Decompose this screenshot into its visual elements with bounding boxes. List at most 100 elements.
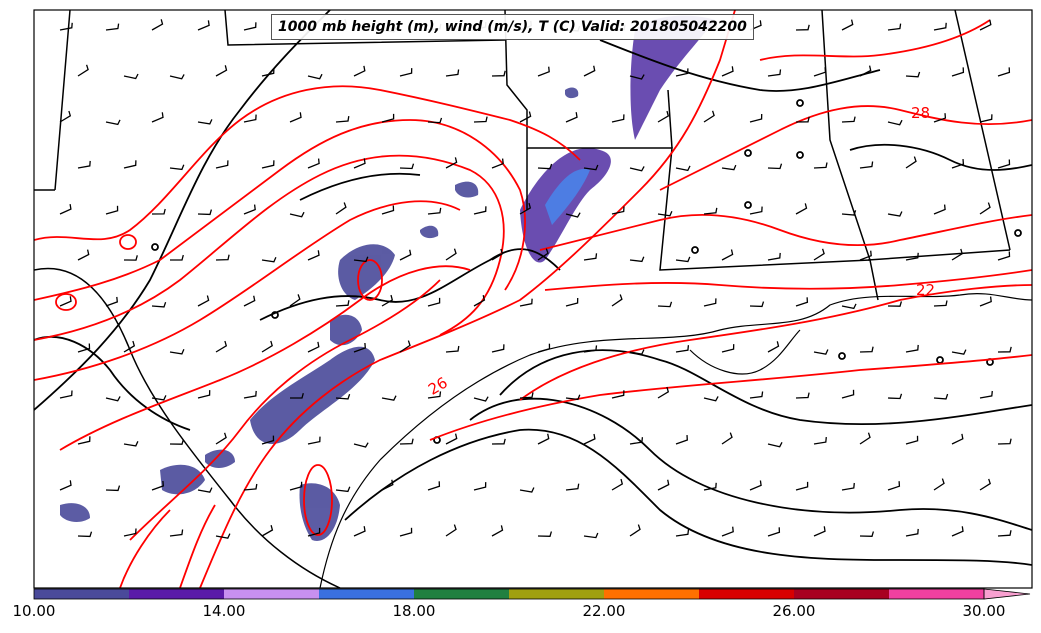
wind-barb (841, 482, 855, 491)
wind-barb (795, 24, 810, 31)
wind-barb (261, 525, 274, 537)
wind-barb (629, 524, 641, 537)
colorbar-outline (33, 588, 985, 600)
wind-barb (795, 203, 808, 215)
wind-barb (445, 157, 458, 169)
wind-barb (537, 248, 549, 261)
wind-barb (767, 527, 781, 537)
wind-barb (749, 391, 764, 399)
wind-barb (657, 479, 670, 491)
wind-barb (813, 526, 826, 537)
wind-barb (905, 528, 919, 537)
colorbar-segment (699, 589, 794, 599)
wind-barb (703, 396, 719, 402)
wind-barb (795, 392, 810, 399)
wind-barb (77, 249, 90, 261)
wind-barb (473, 116, 488, 123)
wind-barb (381, 113, 395, 123)
wind-barb (951, 349, 967, 355)
wind-barb (123, 340, 136, 353)
wind-barb (767, 252, 781, 261)
wind-barb (979, 19, 992, 31)
map-frame (33, 9, 1033, 589)
wind-barb (123, 528, 137, 537)
wind-barb (427, 297, 441, 307)
wind-barb (887, 393, 903, 400)
colorbar-label: 18.00 (392, 602, 436, 620)
wind-barb (565, 212, 581, 218)
wind-barb (105, 23, 120, 31)
wind-barb (537, 531, 553, 537)
wind-barb (243, 390, 257, 399)
wind-barb (657, 386, 670, 399)
wind-barb (859, 161, 874, 169)
wind-barb (859, 531, 875, 537)
wind-barb (215, 254, 230, 261)
wind-barb (675, 68, 689, 77)
wind-barb (905, 71, 921, 78)
wind-barb (565, 297, 579, 307)
wind-barb (473, 396, 489, 402)
wind-barb (151, 208, 166, 215)
wind-barb (859, 65, 872, 77)
wind-barb (767, 441, 783, 448)
wind-barb (491, 158, 504, 169)
wind-barb (335, 300, 350, 307)
wind-barbs (59, 18, 1012, 539)
wind-barb (445, 248, 457, 261)
wind-barb (381, 395, 397, 401)
wind-barb (243, 204, 256, 215)
wind-barb (169, 349, 185, 355)
precip-shading (60, 15, 715, 541)
wind-barb (215, 65, 228, 77)
wind-barb (997, 530, 1012, 537)
wind-barb (979, 390, 993, 399)
wind-barb (749, 113, 763, 123)
colorbar-segment (319, 589, 414, 599)
height-contours (34, 10, 1032, 566)
wind-barb (997, 251, 1011, 261)
wind-barb (445, 69, 460, 77)
wind-barb (519, 298, 533, 307)
wind-barb (933, 300, 948, 307)
wind-barb (105, 119, 121, 126)
wind-barb (491, 344, 505, 353)
wind-barb (427, 117, 443, 124)
wind-barb (887, 481, 901, 491)
wind-barb (261, 256, 277, 263)
wind-barb (399, 68, 413, 77)
wind-barb (859, 432, 871, 445)
wind-barb (445, 433, 458, 445)
wind-barb (979, 296, 992, 307)
wind-barb (675, 165, 691, 172)
wind-barb (353, 158, 366, 169)
wind-barb (427, 481, 441, 491)
wind-barb (59, 390, 73, 399)
wind-barb (583, 65, 596, 77)
wind-barb (537, 163, 553, 170)
wind-barb (721, 432, 733, 445)
wind-barb (537, 433, 550, 445)
wind-barb (583, 345, 598, 353)
map-title: 1000 mb height (m), wind (m/s), T (C) Va… (271, 14, 754, 40)
wind-barb (353, 526, 366, 537)
wind-barb (151, 19, 164, 31)
wind-barb (105, 296, 118, 307)
wind-barb (767, 69, 782, 77)
coastline (319, 293, 1032, 588)
wind-barb (537, 66, 550, 77)
wind-barb (933, 204, 946, 215)
wind-barb (721, 164, 737, 171)
wind-barb (105, 205, 119, 215)
colorbar-segment (509, 589, 604, 599)
wind-barb (59, 203, 72, 215)
wind-barb (887, 23, 902, 31)
wind-barb (353, 65, 366, 77)
wind-barb (335, 486, 351, 493)
wind-barb (933, 478, 945, 491)
wind-barb (721, 344, 735, 353)
wind-barb (307, 158, 320, 169)
wind-barb (905, 156, 917, 169)
wind-barb (491, 438, 506, 445)
wind-barb (473, 482, 487, 491)
